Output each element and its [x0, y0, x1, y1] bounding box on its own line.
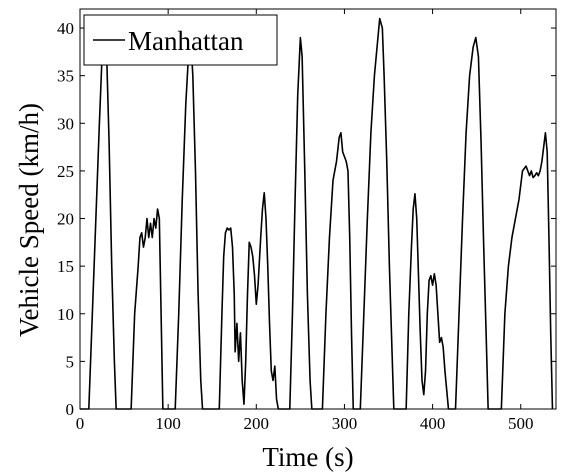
plot-frame	[79, 8, 557, 410]
x-tick-label: 400	[420, 414, 446, 433]
y-tick-label: 0	[66, 400, 75, 419]
x-axis-title: Time (s)	[262, 442, 353, 472]
x-tick-label: 300	[332, 414, 358, 433]
legend-label: Manhattan	[128, 26, 244, 56]
x-tick-label: 100	[155, 414, 181, 433]
tick-labels: 0 100 200 300 400 500 0 5 10 15 20 25 30 35 40	[57, 19, 533, 433]
y-tick-label: 40	[57, 19, 74, 38]
x-tick-label: 200	[244, 414, 270, 433]
y-tick-label: 5	[66, 352, 75, 371]
legend: Manhattan	[83, 14, 278, 66]
x-tick-label: 0	[76, 414, 85, 433]
y-tick-label: 30	[57, 114, 74, 133]
y-tick-label: 20	[57, 210, 74, 229]
y-tick-label: 25	[57, 162, 74, 181]
y-tick-label: 10	[57, 305, 74, 324]
y-axis-title: Vehicle Speed (km/h)	[14, 103, 44, 337]
y-tick-label: 15	[57, 257, 74, 276]
x-tick-label: 500	[508, 414, 534, 433]
y-tick-label: 35	[57, 67, 74, 86]
